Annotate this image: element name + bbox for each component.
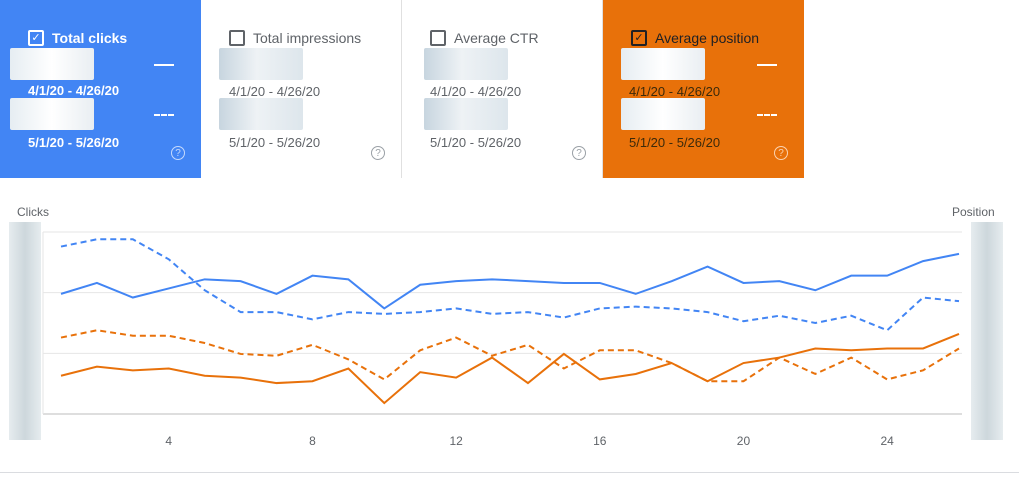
x-tick-label: 12 — [449, 434, 463, 448]
card-header[interactable]: ✓ Total clicks — [28, 30, 127, 46]
divider — [0, 472, 1019, 473]
metric-cards: ✓ Total clicks 4/1/20 - 4/26/20 5/1/20 -… — [0, 0, 806, 178]
help-circle-icon[interactable]: ? — [572, 146, 586, 160]
card-title: Average CTR — [454, 30, 539, 46]
value-placeholder — [219, 98, 303, 130]
date-range-1: 4/1/20 - 4/26/20 — [629, 84, 721, 99]
value-placeholder — [621, 48, 705, 80]
value-placeholder — [621, 98, 705, 130]
checkbox-checked-icon[interactable]: ✓ — [28, 30, 44, 46]
x-tick-label: 24 — [880, 434, 894, 448]
date-range-2: 5/1/20 - 5/26/20 — [430, 135, 522, 150]
value-placeholder — [424, 48, 508, 80]
left-axis-title: Clicks — [17, 205, 49, 219]
date-range-2: 5/1/20 - 5/26/20 — [28, 135, 120, 150]
card-total-clicks[interactable]: ✓ Total clicks 4/1/20 - 4/26/20 5/1/20 -… — [0, 0, 201, 178]
chart-lines — [60, 238, 960, 405]
help-circle-icon[interactable]: ? — [371, 146, 385, 160]
date-range-1: 4/1/20 - 4/26/20 — [28, 83, 120, 98]
card-average-ctr[interactable]: Average CTR 4/1/20 - 4/26/20 5/1/20 - 5/… — [402, 0, 603, 178]
card-header[interactable]: ✓ Average position — [631, 30, 759, 46]
card-title: Average position — [655, 30, 760, 46]
right-axis-placeholder — [971, 222, 1003, 440]
left-axis-placeholder — [9, 222, 41, 440]
series-line-2[interactable] — [60, 332, 960, 405]
checkbox-unchecked-icon[interactable] — [430, 30, 446, 46]
date-range-2: 5/1/20 - 5/26/20 — [629, 135, 721, 150]
legend-solid-icon — [154, 64, 174, 66]
help-circle-icon[interactable]: ? — [774, 146, 788, 160]
card-title: Total impressions — [253, 30, 362, 46]
card-header[interactable]: Total impressions — [229, 30, 361, 46]
x-tick-label: 16 — [593, 434, 607, 448]
legend-dashed-icon — [757, 114, 777, 116]
series-line-0[interactable] — [60, 252, 960, 310]
card-average-position[interactable]: ✓ Average position 4/1/20 - 4/26/20 5/1/… — [603, 0, 804, 178]
chart-grid — [42, 231, 962, 415]
value-placeholder — [424, 98, 508, 130]
series-line-1[interactable] — [60, 238, 960, 332]
x-tick-label: 8 — [309, 434, 316, 448]
right-axis-title: Position — [952, 205, 995, 219]
checkbox-checked-icon[interactable]: ✓ — [631, 30, 647, 46]
card-title: Total clicks — [52, 30, 128, 46]
card-total-impressions[interactable]: Total impressions 4/1/20 - 4/26/20 5/1/2… — [201, 0, 402, 178]
value-placeholder — [10, 98, 94, 130]
value-placeholder — [10, 48, 94, 80]
series-line-3[interactable] — [60, 329, 960, 383]
value-placeholder — [219, 48, 303, 80]
card-header[interactable]: Average CTR — [430, 30, 539, 46]
checkbox-unchecked-icon[interactable] — [229, 30, 245, 46]
legend-solid-icon — [757, 64, 777, 66]
x-axis-ticks: 4 8 12 16 20 24 — [165, 434, 894, 448]
x-tick-label: 4 — [165, 434, 172, 448]
x-tick-label: 20 — [737, 434, 751, 448]
date-range-1: 4/1/20 - 4/26/20 — [430, 84, 522, 99]
date-range-2: 5/1/20 - 5/26/20 — [229, 135, 321, 150]
legend-dashed-icon — [154, 114, 174, 116]
date-range-1: 4/1/20 - 4/26/20 — [229, 84, 321, 99]
help-circle-icon[interactable]: ? — [171, 146, 185, 160]
